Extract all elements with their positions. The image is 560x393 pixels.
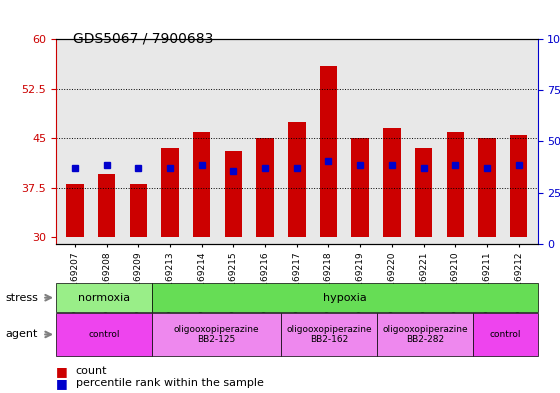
Bar (98, 174, 115, 237)
Bar (193, 132, 211, 237)
Text: control: control (88, 330, 120, 339)
Bar (225, 151, 242, 237)
Bar (66, 184, 84, 237)
Bar (446, 132, 464, 237)
Text: stress: stress (6, 293, 39, 303)
Bar (478, 138, 496, 237)
Bar (415, 148, 432, 237)
Text: count: count (76, 366, 107, 376)
Bar (352, 138, 369, 237)
Bar (130, 184, 147, 237)
Bar (256, 138, 274, 237)
Text: oligooxopiperazine
BB2-125: oligooxopiperazine BB2-125 (174, 325, 259, 344)
Bar (383, 128, 400, 237)
Bar (320, 66, 337, 237)
Text: GDS5067 / 7900683: GDS5067 / 7900683 (73, 31, 213, 46)
Text: ■: ■ (56, 376, 68, 390)
Text: oligooxopiperazine
BB2-162: oligooxopiperazine BB2-162 (286, 325, 372, 344)
Bar (288, 122, 306, 237)
Text: agent: agent (6, 329, 38, 340)
Text: control: control (490, 330, 521, 339)
Text: hypoxia: hypoxia (323, 293, 367, 303)
Text: normoxia: normoxia (78, 293, 130, 303)
Text: percentile rank within the sample: percentile rank within the sample (76, 378, 263, 388)
Text: ■: ■ (56, 365, 68, 378)
Bar (161, 148, 179, 237)
Text: oligooxopiperazine
BB2-282: oligooxopiperazine BB2-282 (382, 325, 468, 344)
Bar (510, 135, 528, 237)
